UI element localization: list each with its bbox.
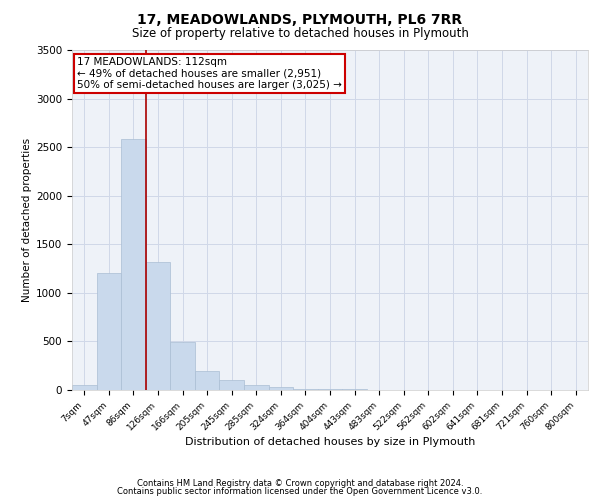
- Bar: [72, 385, 97, 390]
- Text: 17 MEADOWLANDS: 112sqm
← 49% of detached houses are smaller (2,951)
50% of semi-: 17 MEADOWLANDS: 112sqm ← 49% of detached…: [77, 57, 342, 90]
- Bar: [318, 389, 342, 390]
- Text: Size of property relative to detached houses in Plymouth: Size of property relative to detached ho…: [131, 28, 469, 40]
- X-axis label: Distribution of detached houses by size in Plymouth: Distribution of detached houses by size …: [185, 438, 475, 448]
- Bar: [293, 388, 318, 390]
- Bar: [97, 274, 121, 390]
- Bar: [269, 387, 293, 390]
- Y-axis label: Number of detached properties: Number of detached properties: [22, 138, 32, 302]
- Bar: [121, 140, 146, 390]
- Bar: [220, 380, 244, 390]
- Bar: [170, 342, 195, 390]
- Text: Contains public sector information licensed under the Open Government Licence v3: Contains public sector information licen…: [118, 487, 482, 496]
- Text: 17, MEADOWLANDS, PLYMOUTH, PL6 7RR: 17, MEADOWLANDS, PLYMOUTH, PL6 7RR: [137, 12, 463, 26]
- Bar: [244, 384, 269, 390]
- Bar: [342, 389, 367, 390]
- Text: Contains HM Land Registry data © Crown copyright and database right 2024.: Contains HM Land Registry data © Crown c…: [137, 478, 463, 488]
- Bar: [146, 262, 170, 390]
- Bar: [195, 370, 220, 390]
